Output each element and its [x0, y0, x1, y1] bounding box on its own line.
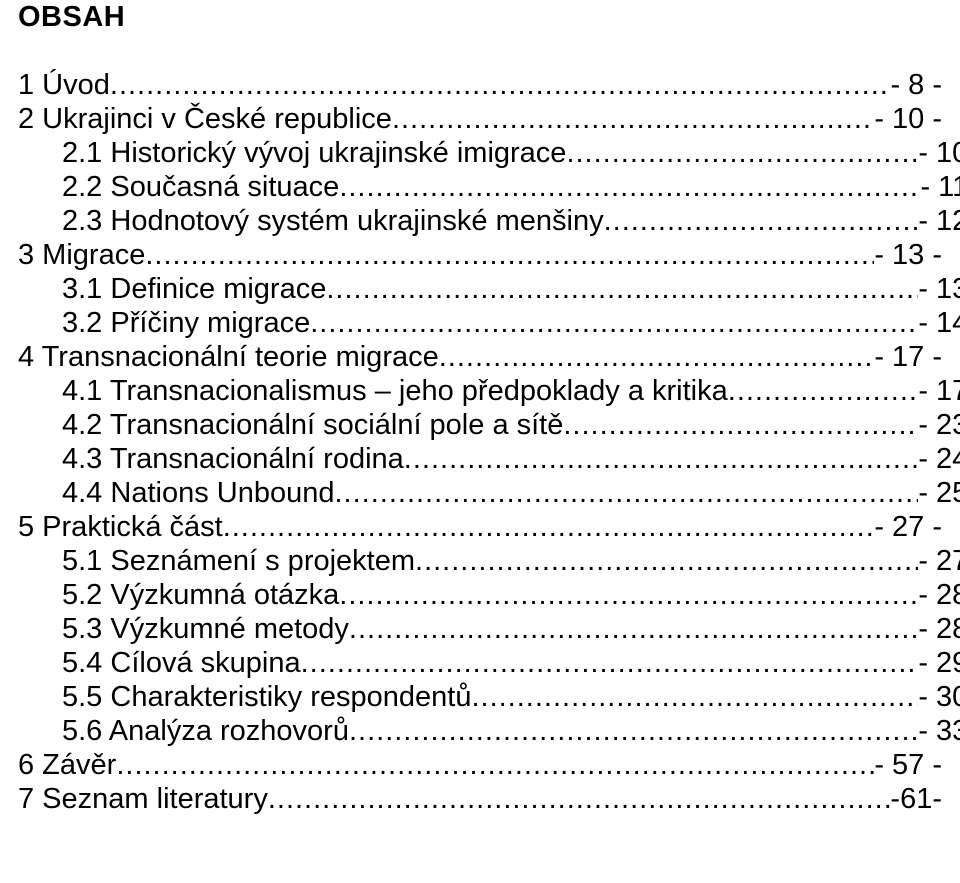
toc-label: 4.4 Nations Unbound [62, 476, 334, 510]
toc-page: - 27 - [874, 510, 942, 544]
toc-leader-dots: ........................................… [471, 680, 918, 714]
toc-label: 4.1 Transnacionalismus – jeho předpoklad… [62, 374, 728, 408]
toc-label: 1 Úvod [18, 68, 110, 102]
toc-page: - 27 - [918, 544, 960, 578]
toc-leader-dots: ........................................… [415, 544, 918, 578]
toc-page: - 11 - [920, 170, 960, 204]
toc-label: 3 Migrace [18, 238, 145, 272]
toc-leader-dots: ........................................… [145, 238, 874, 272]
toc-row: 5.6 Analýza rozhovorů...................… [18, 714, 960, 748]
toc-page: - 14 - [918, 306, 960, 340]
toc-row: 5.3 Výzkumné metody.....................… [18, 612, 960, 646]
page: OBSAH 1 Úvod............................… [0, 0, 960, 883]
toc-row: 2.2 Současná situace....................… [18, 170, 960, 204]
toc-label: 5.3 Výzkumné metody [62, 612, 349, 646]
toc-row: 6 Závěr.................................… [18, 748, 942, 782]
toc-row: 4.3 Transnacionální rodina..............… [18, 442, 960, 476]
toc-page: - 33 - [918, 714, 960, 748]
toc-title: OBSAH [18, 0, 942, 34]
toc-page: - 13 - [874, 238, 942, 272]
toc-row: 5.1 Seznámení s projektem...............… [18, 544, 960, 578]
toc-row: 5.2 Výzkumná otázka.....................… [18, 578, 960, 612]
toc-leader-dots: ........................................… [339, 578, 918, 612]
toc-page: - 10 - [918, 136, 960, 170]
toc-list: 1 Úvod..................................… [18, 68, 942, 816]
toc-label: 5 Praktická část [18, 510, 223, 544]
toc-row: 7 Seznam literatury.....................… [18, 782, 942, 816]
toc-page: - 28 - [918, 578, 960, 612]
toc-row: 4.2 Transnacionální sociální pole a sítě… [18, 408, 960, 442]
toc-page: - 30 - [918, 680, 960, 714]
toc-label: 4.2 Transnacionální sociální pole a sítě [62, 408, 563, 442]
toc-leader-dots: ........................................… [310, 306, 918, 340]
toc-leader-dots: ........................................… [110, 68, 891, 102]
toc-label: 3.1 Definice migrace [62, 272, 326, 306]
toc-row: 5.5 Charakteristiky respondentů.........… [18, 680, 960, 714]
toc-label: 4.3 Transnacionální rodina [62, 442, 404, 476]
toc-label: 3.2 Příčiny migrace [62, 306, 310, 340]
toc-row: 4 Transnacionální teorie migrace........… [18, 340, 942, 374]
toc-leader-dots: ........................................… [728, 374, 919, 408]
toc-row: 3.1 Definice migrace....................… [18, 272, 960, 306]
toc-page: - 17 - [918, 374, 960, 408]
toc-row: 4.4 Nations Unbound.....................… [18, 476, 960, 510]
toc-row: 2 Ukrajinci v České republice...........… [18, 102, 942, 136]
toc-row: 5 Praktická část........................… [18, 510, 942, 544]
toc-page: - 28 - [918, 612, 960, 646]
toc-page: - 8 - [890, 68, 942, 102]
toc-page: - 24 - [918, 442, 960, 476]
toc-leader-dots: ........................................… [392, 102, 874, 136]
toc-row: 3.2 Příčiny migrace.....................… [18, 306, 960, 340]
toc-leader-dots: ........................................… [268, 782, 891, 816]
toc-leader-dots: ........................................… [349, 612, 918, 646]
toc-label: 5.2 Výzkumná otázka [62, 578, 339, 612]
toc-leader-dots: ........................................… [404, 442, 919, 476]
toc-label: 5.5 Charakteristiky respondentů [62, 680, 471, 714]
toc-leader-dots: ........................................… [223, 510, 875, 544]
toc-leader-dots: ........................................… [326, 272, 918, 306]
toc-label: 7 Seznam literatury [18, 782, 268, 816]
toc-page: - 25 - [918, 476, 960, 510]
toc-leader-dots: ........................................… [604, 204, 919, 238]
toc-label: 5.4 Cílová skupina [62, 646, 301, 680]
toc-page: - 12 - [918, 204, 960, 238]
toc-page: - 23 - [918, 408, 960, 442]
toc-leader-dots: ........................................… [566, 136, 918, 170]
toc-row: 2.1 Historický vývoj ukrajinské imigrace… [18, 136, 960, 170]
toc-leader-dots: ........................................… [301, 646, 919, 680]
toc-page: - 17 - [874, 340, 942, 374]
toc-label: 5.6 Analýza rozhovorů [62, 714, 349, 748]
toc-row: 3 Migrace...............................… [18, 238, 942, 272]
toc-label: 2 Ukrajinci v České republice [18, 102, 392, 136]
toc-label: 2.1 Historický vývoj ukrajinské imigrace [62, 136, 566, 170]
toc-page: - 29 - [918, 646, 960, 680]
toc-page: - 13 - [918, 272, 960, 306]
toc-page: - 57 - [874, 748, 942, 782]
toc-row: 2.3 Hodnotový systém ukrajinské menšiny.… [18, 204, 960, 238]
toc-page: -61- [890, 782, 942, 816]
toc-label: 5.1 Seznámení s projektem [62, 544, 415, 578]
toc-row: 4.1 Transnacionalismus – jeho předpoklad… [18, 374, 960, 408]
toc-label: 4 Transnacionální teorie migrace [18, 340, 439, 374]
toc-leader-dots: ........................................… [334, 476, 918, 510]
toc-leader-dots: ........................................… [439, 340, 875, 374]
toc-label: 2.2 Současná situace [62, 170, 339, 204]
toc-label: 2.3 Hodnotový systém ukrajinské menšiny [62, 204, 604, 238]
toc-leader-dots: ........................................… [349, 714, 918, 748]
toc-row: 1 Úvod..................................… [18, 68, 942, 102]
toc-leader-dots: ........................................… [116, 748, 874, 782]
toc-leader-dots: ........................................… [563, 408, 918, 442]
toc-row: 5.4 Cílová skupina......................… [18, 646, 960, 680]
toc-leader-dots: ........................................… [339, 170, 920, 204]
toc-label: 6 Závěr [18, 748, 116, 782]
toc-page: - 10 - [874, 102, 942, 136]
